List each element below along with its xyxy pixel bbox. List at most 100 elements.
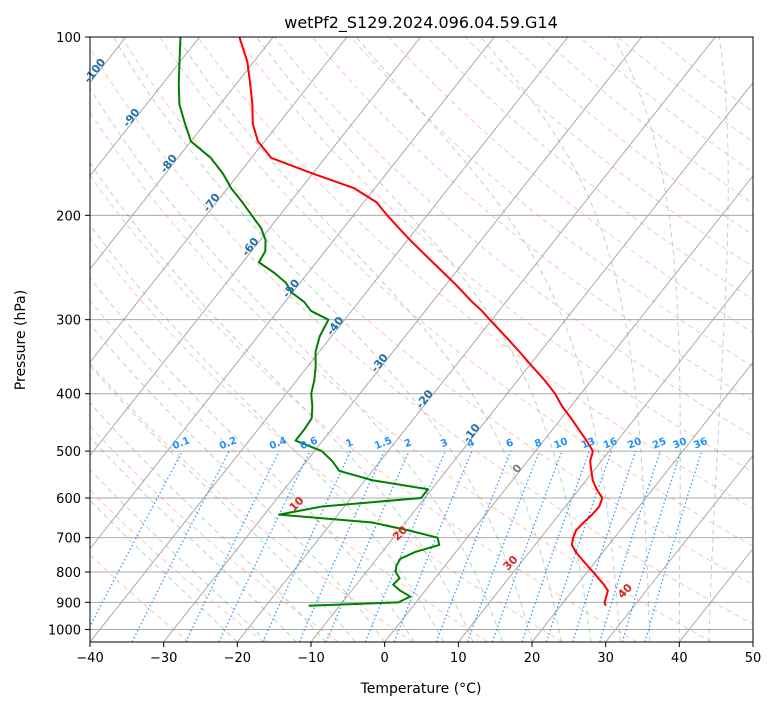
x-tick-label: 0 <box>381 651 389 666</box>
mixing-ratio-label: 3 <box>439 437 450 450</box>
dry-adiabat-line <box>579 37 753 173</box>
mixing-ratio-line <box>325 450 410 642</box>
moist-adiabat-line <box>613 37 681 642</box>
mixing-ratio-label: 10 <box>553 436 570 451</box>
moist-adiabat-line <box>112 37 533 642</box>
moist-adiabat-line <box>90 402 327 642</box>
isotherm-line <box>384 174 753 642</box>
isotherm-line <box>457 268 753 642</box>
mixing-ratio-label: 13 <box>580 436 597 451</box>
mixing-ratio-line <box>644 450 703 642</box>
dry-adiabat-line <box>312 37 753 402</box>
dry-adiabat-line <box>197 37 753 510</box>
dry-adiabat-line <box>273 37 753 437</box>
mixing-ratio-label: 25 <box>651 436 668 451</box>
isotherm-line <box>90 37 422 457</box>
y-tick-label: 400 <box>56 388 81 403</box>
mixing-ratio-line <box>393 450 473 642</box>
moist-adiabat-line <box>708 37 729 642</box>
dry-adiabat-line <box>90 489 264 642</box>
isotherm-line <box>90 37 348 364</box>
moist-adiabat-line <box>176 37 562 642</box>
isotherm-line <box>90 37 274 270</box>
mixing-ratio-line <box>491 450 563 642</box>
isotherms <box>90 37 753 642</box>
mixing-ratio-label: 4 <box>466 437 477 450</box>
dry-adiabats <box>90 37 753 642</box>
moist-adiabat-line <box>480 37 651 642</box>
plot-area <box>90 37 753 642</box>
dry-adiabat-line <box>90 174 638 642</box>
mixing-ratio-label: 30 <box>671 436 688 451</box>
moist-adiabat-line <box>90 364 356 642</box>
y-axis-ticks: 100 200 300 400 500 600 700 800 900 1000 <box>48 31 90 638</box>
moist-adiabat-line <box>355 37 621 642</box>
plot-frame <box>89 36 754 643</box>
isotherm-line <box>163 37 643 642</box>
moist-adiabat-line <box>256 37 592 642</box>
moist-adiabat-line <box>90 162 474 642</box>
mixing-ratio-line <box>298 450 385 642</box>
y-tick-label: 500 <box>56 445 81 460</box>
isotherm-line <box>531 361 753 642</box>
mixing-ratio-line <box>621 450 682 642</box>
mixing-ratio-label: 20 <box>626 436 643 451</box>
mixing-ratio-label: 6 <box>505 437 516 450</box>
mixing-ratio-line <box>185 450 280 642</box>
dry-adiabat-line <box>540 37 753 204</box>
x-axis-label: Temperature (°C) <box>360 681 482 697</box>
mixing-ratio-label: 36 <box>692 436 709 451</box>
mixing-ratio-line <box>466 450 540 642</box>
mixing-ratio-line <box>435 450 512 642</box>
dry-adiabat-line <box>350 37 753 368</box>
isotherm-line <box>236 37 716 642</box>
mixing-ratio-line <box>131 450 230 642</box>
x-tick-label: 40 <box>671 651 688 666</box>
moist-adiabat-line <box>90 224 445 642</box>
sounding-series <box>177 37 609 607</box>
x-tick-label: 10 <box>450 651 467 666</box>
x-tick-label: 20 <box>524 651 541 666</box>
isotherm-line <box>90 37 201 177</box>
isotherm-line <box>90 37 569 642</box>
x-tick-label: −10 <box>297 651 324 666</box>
y-tick-label: 800 <box>56 566 81 581</box>
y-tick-label: 700 <box>56 532 81 547</box>
mixing-ratio-label: 1 <box>344 437 355 450</box>
dry-adiabat-line <box>90 47 753 625</box>
x-tick-label: −30 <box>150 651 177 666</box>
isotherm-line <box>605 454 753 642</box>
y-tick-label: 1000 <box>48 623 81 638</box>
isotherm-line <box>310 81 753 642</box>
mixing-ratio-label: 16 <box>602 436 619 451</box>
y-tick-label: 600 <box>56 492 81 507</box>
mixing-ratio-line <box>545 450 613 642</box>
dry-adiabat-line <box>90 425 339 642</box>
x-tick-label: −20 <box>224 651 251 666</box>
x-tick-label: −40 <box>76 651 103 666</box>
mixing-ratio-line <box>599 450 662 642</box>
mixing-ratio-line <box>572 450 637 642</box>
isotherm-line <box>90 37 495 550</box>
x-tick-label: 30 <box>597 651 614 666</box>
x-axis-ticks: −40 −30 −20 −10 0 10 20 30 40 50 <box>76 642 761 666</box>
dry-adiabat-line <box>617 37 753 143</box>
dry-adiabat-line <box>90 111 712 642</box>
dry-adiabat-line <box>159 37 753 547</box>
mixing-ratio-label: 8 <box>533 437 544 450</box>
dry-adiabat-line <box>388 37 753 334</box>
y-tick-label: 200 <box>56 209 81 224</box>
chart-title: wetPf2_S129.2024.096.04.59.G14 <box>284 13 558 33</box>
x-tick-label: 50 <box>745 651 762 666</box>
mixing-ratio-label: 2 <box>403 437 414 450</box>
mixing-ratio-lines <box>90 450 703 642</box>
moist-adiabat-line <box>90 87 504 642</box>
y-axis-label: Pressure (hPa) <box>13 290 29 390</box>
mixing-ratio-line <box>521 450 591 642</box>
dry-adiabat-line <box>121 37 753 586</box>
y-tick-label: 300 <box>56 314 81 329</box>
y-tick-label: 100 <box>56 31 81 46</box>
moist-adiabat-line <box>90 323 386 642</box>
